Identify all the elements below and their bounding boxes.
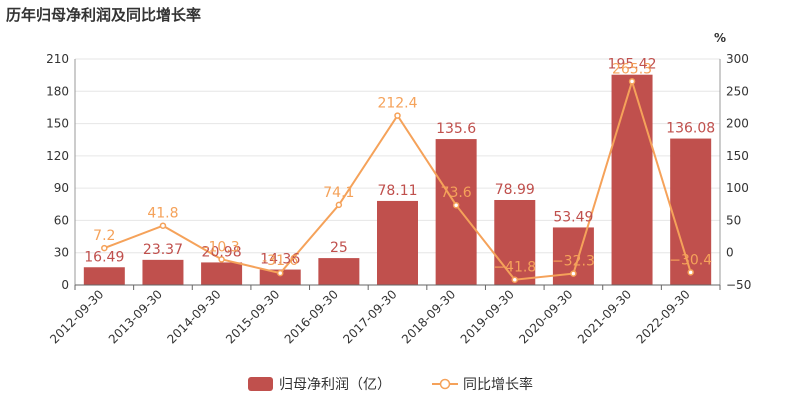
growth-point <box>570 270 577 277</box>
y-right-tick-label: 150 <box>726 149 749 163</box>
x-tick-label: 2022-09-30 <box>634 287 693 346</box>
y-left-tick-label: 150 <box>46 117 69 131</box>
y-left-tick-label: 180 <box>46 84 69 98</box>
line-value-label: 73.6 <box>441 185 472 201</box>
growth-point <box>101 244 108 252</box>
y-left-tick-label: 60 <box>54 213 69 227</box>
y-right-tick-label: 250 <box>726 84 749 98</box>
growth-point <box>159 222 167 229</box>
labels-layer: 16.49 23.37 20.98 14.36 25 78.11 135.6 78.99 53.… <box>84 57 715 276</box>
y-left-tick-label: 0 <box>61 278 69 292</box>
bar-value-label: 78.11 <box>377 183 417 199</box>
line-value-label: −32.3 <box>552 254 595 270</box>
growth-point <box>511 276 519 283</box>
x-tick-label: 2013-09-30 <box>106 287 165 346</box>
growth-point <box>687 269 694 276</box>
bar <box>318 258 360 285</box>
growth-point <box>394 112 401 119</box>
bar <box>494 199 536 285</box>
line-value-label: −30.4 <box>669 252 712 268</box>
x-tick-label: 2020-09-30 <box>516 287 575 346</box>
legend-line-marker <box>439 378 451 390</box>
x-tick-label: 2012-09-30 <box>47 287 106 346</box>
bar <box>611 74 653 285</box>
line-value-label: 265.3 <box>612 61 652 77</box>
line-value-label: 41.8 <box>147 206 178 222</box>
line-value-label: −41.8 <box>493 260 536 276</box>
x-tick-label: 2021-09-30 <box>575 287 634 346</box>
y-left-tick-label: 210 <box>46 52 69 66</box>
growth-point <box>276 269 284 277</box>
x-tick-label: 2017-09-30 <box>340 287 399 346</box>
x-tick-label: 2019-09-30 <box>458 287 517 346</box>
bar-value-label: 136.08 <box>666 121 715 137</box>
bar <box>377 200 418 285</box>
line-value-label: -10.3 <box>203 239 239 255</box>
chart-title: 历年归母净利润及同比增长率 <box>6 6 202 24</box>
bar <box>83 267 125 285</box>
y-left-tick-label: 90 <box>54 181 69 195</box>
line-layer <box>101 77 694 283</box>
y-right-tick-label: 0 <box>726 246 734 260</box>
bar-value-label: 16.49 <box>84 249 124 265</box>
x-tick-label: 2016-09-30 <box>282 287 341 346</box>
x-tick-label: 2014-09-30 <box>164 287 223 346</box>
legend-bar-swatch <box>248 377 273 391</box>
legend-bar-label: 归母净利润（亿） <box>279 376 391 393</box>
bar <box>259 269 301 285</box>
bar-value-label: 53.49 <box>553 209 593 225</box>
legend: 归母净利润（亿） 同比增长率 <box>248 376 533 393</box>
bar-value-label: 14.36 <box>260 252 300 268</box>
bar <box>201 262 243 285</box>
growth-point <box>335 201 343 209</box>
y-right-tick-label: 300 <box>726 52 749 66</box>
y-left-tick-label: 120 <box>46 149 69 163</box>
line-value-label: 212.4 <box>377 96 417 112</box>
bar-value-label: 25 <box>330 240 348 256</box>
bar-value-label: 135.6 <box>436 121 476 137</box>
bar-value-label: 78.99 <box>495 182 535 198</box>
y-right-tick-label: 200 <box>726 117 749 131</box>
bar-value-label: 195.42 <box>608 57 657 73</box>
bar-value-label: 23.37 <box>143 242 183 258</box>
bar <box>142 259 184 285</box>
line-value-label: 7.2 <box>93 228 115 244</box>
y-right-tick-label: 100 <box>726 181 749 195</box>
y-left-tick-label: 30 <box>54 246 69 260</box>
y-right-unit: % <box>714 31 726 45</box>
x-tick-label: 2018-09-30 <box>399 287 458 346</box>
legend-line-label: 同比增长率 <box>463 376 533 393</box>
bar-value-label: 20.98 <box>202 244 242 260</box>
line-value-label: -31.6 <box>262 253 298 269</box>
y-right-tick-label: −50 <box>726 278 751 292</box>
x-tick-label: 2015-09-30 <box>223 287 282 346</box>
growth-point <box>628 78 636 85</box>
bar <box>435 139 477 285</box>
growth-point <box>452 201 460 209</box>
bar <box>670 138 712 285</box>
y-right-tick-label: 50 <box>726 213 741 227</box>
growth-point <box>218 256 225 263</box>
line-value-label: 74.1 <box>323 185 354 201</box>
